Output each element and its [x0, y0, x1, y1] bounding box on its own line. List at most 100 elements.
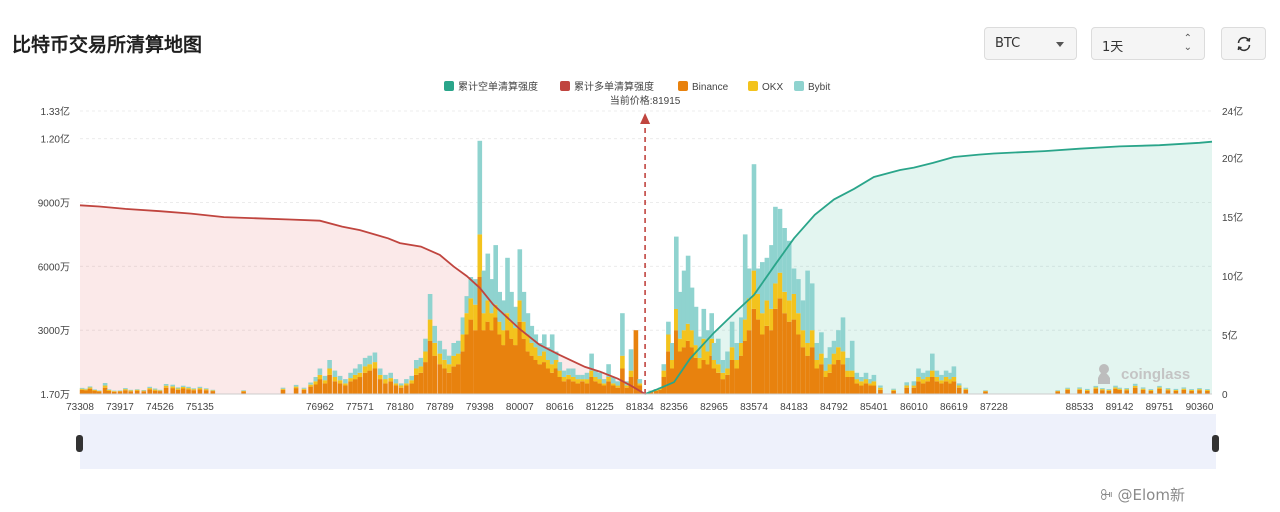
bar-bybit	[191, 388, 196, 390]
bar-okx	[764, 300, 770, 326]
bar-bybit	[845, 357, 850, 371]
bar-bybit	[404, 379, 409, 384]
bar-okx	[83, 389, 89, 391]
page-title: 比特币交易所清算地图	[12, 34, 203, 56]
bar-bybit	[553, 351, 559, 360]
bar-binance	[951, 381, 957, 395]
bar-okx	[891, 389, 896, 391]
watermark-text: coinglass	[1121, 366, 1190, 383]
bar-binance	[878, 389, 883, 395]
bar-bybit	[545, 347, 551, 360]
x-tick-label: 89751	[1146, 402, 1174, 413]
bar-okx	[1113, 387, 1118, 389]
zoom-slider-track[interactable]	[80, 414, 1216, 469]
bar-binance	[437, 364, 443, 394]
bar-okx	[791, 294, 797, 320]
bar-binance	[357, 377, 363, 394]
bar-okx	[701, 338, 707, 360]
zoom-right-handle[interactable]	[1212, 435, 1219, 452]
bar-okx	[589, 370, 594, 377]
bar-bybit	[791, 268, 797, 294]
bar-binance	[432, 355, 437, 394]
bar-bybit	[1093, 385, 1099, 388]
bar-binance	[163, 387, 169, 395]
coin-select[interactable]: BTC	[984, 27, 1077, 60]
bar-bybit	[854, 372, 860, 380]
y-right-tick-label: 20亿	[1222, 152, 1243, 165]
bar-okx	[956, 385, 962, 388]
bar-okx	[948, 379, 953, 384]
bar-bybit	[871, 374, 877, 382]
bar-binance	[836, 360, 841, 394]
bar-okx	[840, 351, 846, 365]
bar-okx	[697, 357, 703, 369]
bar-binance	[241, 391, 246, 395]
bar-okx	[827, 364, 833, 373]
bar-binance	[92, 390, 97, 394]
y-right-tick-label: 24亿	[1222, 105, 1243, 118]
bar-bybit	[674, 236, 679, 309]
bar-binance	[760, 334, 765, 394]
zoom-left-handle[interactable]	[76, 435, 83, 452]
bar-binance	[561, 381, 567, 395]
bar-okx	[152, 389, 158, 391]
bar-binance	[1085, 390, 1090, 394]
bar-okx	[141, 390, 147, 392]
bar-okx	[685, 323, 691, 341]
bar-bybit	[317, 368, 323, 375]
bar-okx	[845, 370, 850, 377]
bar-okx	[742, 319, 748, 341]
refresh-button[interactable]	[1221, 27, 1266, 60]
bar-binance	[398, 387, 404, 395]
bar-bybit	[313, 377, 319, 382]
bar-okx	[796, 313, 801, 335]
bar-bybit	[756, 268, 761, 294]
bar-okx	[456, 353, 461, 365]
bar-binance	[859, 385, 864, 394]
bar-bybit	[513, 306, 518, 329]
bar-binance	[764, 325, 770, 394]
bar-binance	[805, 355, 810, 394]
x-tick-label: 74526	[146, 402, 174, 413]
bar-binance	[661, 377, 667, 394]
liquidation-map-chart: 当前价格:81915 1.70万 3000万 6000万 9000万 1.20亿 1.33…	[38, 80, 1243, 469]
x-tick-label: 81834	[626, 402, 654, 413]
bar-okx	[1181, 388, 1187, 390]
bar-okx	[308, 384, 313, 387]
bar-bybit	[963, 387, 969, 389]
legend-swatch	[560, 81, 570, 91]
bar-okx	[809, 330, 815, 348]
bar-okx	[624, 385, 630, 388]
bar-okx	[716, 364, 721, 373]
bar-okx	[128, 390, 133, 392]
bar-binance	[925, 381, 930, 395]
bar-binance	[170, 388, 175, 395]
bar-binance	[948, 383, 953, 394]
bar-bybit	[597, 372, 603, 380]
bar-binance	[725, 374, 730, 395]
bar-bybit	[1113, 385, 1118, 388]
bar-bybit	[163, 384, 169, 386]
bar-okx	[711, 360, 717, 369]
bar-binance	[746, 330, 752, 394]
bar-binance	[1124, 390, 1129, 394]
x-tick-label: 83574	[740, 402, 768, 413]
bar-okx	[393, 383, 399, 386]
bar-binance	[327, 374, 332, 395]
bar-okx	[545, 360, 551, 369]
bar-binance	[1181, 389, 1187, 395]
bar-binance	[983, 391, 988, 395]
bar-binance	[769, 330, 774, 394]
x-tick-label: 73917	[106, 402, 134, 413]
bar-binance	[505, 330, 510, 394]
bar-okx	[317, 374, 323, 380]
bar-bybit	[423, 338, 428, 352]
bar-bybit	[147, 386, 152, 389]
bar-bybit	[117, 390, 123, 391]
period-select[interactable]: 1天 ⌃ ⌄	[1091, 27, 1205, 60]
bar-okx	[570, 377, 576, 382]
bar-bybit	[948, 372, 953, 380]
bar-bybit	[537, 343, 542, 356]
y-left-tick-label: 3000万	[38, 326, 70, 337]
bar-bybit	[157, 389, 163, 391]
